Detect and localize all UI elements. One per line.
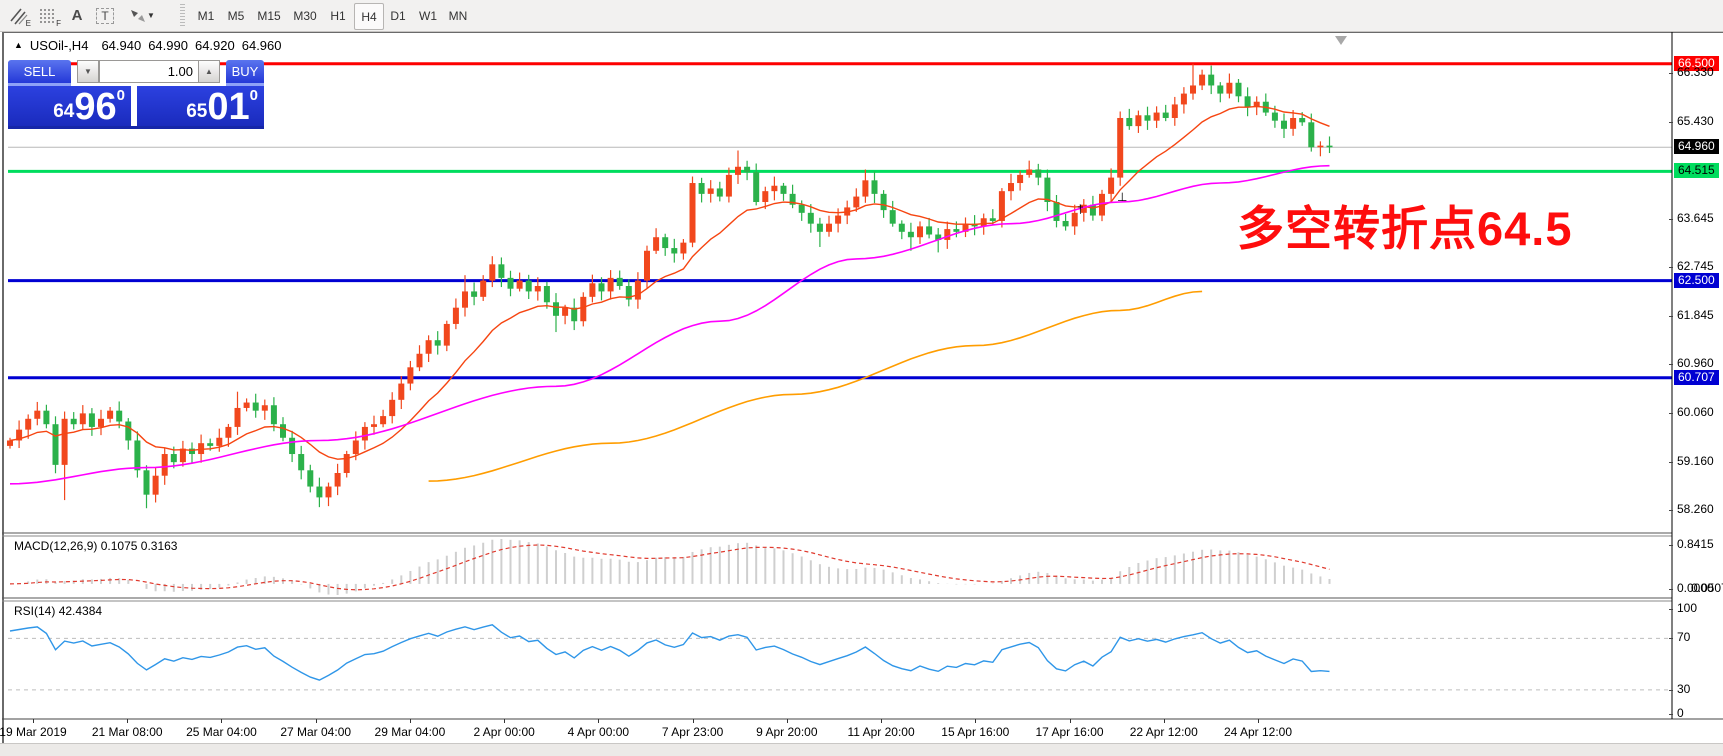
window-bottom-strip	[0, 743, 1723, 756]
text-label-icon[interactable]: T	[92, 3, 118, 28]
price-line-badge: 64.960	[1674, 139, 1719, 155]
time-axis-label: 4 Apr 00:00	[567, 725, 630, 739]
time-axis-label: 19 Mar 2019	[0, 725, 67, 739]
volume-decrease-button[interactable]: ▼	[77, 60, 99, 83]
volume-increase-button[interactable]: ▲	[198, 60, 220, 83]
time-axis-label: 22 Apr 12:00	[1129, 725, 1198, 739]
trade-marker: †	[1077, 202, 1084, 216]
price-axis-label: 60.960	[1677, 356, 1714, 371]
price-axis-label: 0.8415	[1677, 537, 1714, 551]
spin-up-icon: ▲	[205, 67, 213, 76]
price-axis-label: 63.645	[1677, 210, 1714, 225]
equidistant-channel-icon[interactable]: E	[6, 3, 32, 28]
text-annotation-icon[interactable]: A	[71, 7, 83, 24]
price-line-badge: 64.515	[1674, 163, 1719, 179]
timeframe-M1[interactable]: M1	[197, 8, 215, 23]
price-axis-label: 0	[1677, 706, 1684, 720]
price-axis-label: 30	[1677, 682, 1691, 696]
price-axis-label: 66.330	[1677, 65, 1714, 79]
time-axis-label: 11 Apr 20:00	[847, 725, 915, 739]
price-axis-label: 59.160	[1677, 453, 1714, 468]
timeframe-M30[interactable]: M30	[293, 8, 317, 23]
price-axis-label: 61.845	[1677, 308, 1714, 323]
timeframe-H1[interactable]: H1	[330, 8, 346, 23]
trade-marker: ⊥	[1117, 190, 1128, 204]
time-axis-label: 24 Apr 12:00	[1223, 725, 1293, 739]
timeframe-M5[interactable]: M5	[227, 8, 245, 23]
time-axis-label: 29 Mar 04:00	[374, 725, 446, 739]
timeframe-W1[interactable]: W1	[419, 8, 437, 23]
price-line-badge: 60.707	[1674, 369, 1719, 385]
chart-cursor-arrow	[1335, 36, 1347, 45]
ohlc-open: 64.940	[101, 37, 142, 53]
ohlc-high: 64.990	[148, 37, 188, 53]
rsi-label: RSI(14) 42.4384	[14, 604, 103, 618]
window-border-left	[2, 32, 4, 743]
price-axis-label: 0.0000	[1677, 581, 1714, 595]
arrow-objects-icon[interactable]: ▼	[122, 3, 162, 28]
sell-button[interactable]: SELL	[8, 60, 71, 86]
price-axis-label: 70	[1677, 630, 1691, 644]
price-axis-label: 65.430	[1677, 113, 1714, 128]
ohlc-low: 64.920	[194, 37, 235, 53]
buy-button[interactable]: BUY	[226, 60, 264, 86]
fibonacci-lines-icon[interactable]: F	[40, 8, 61, 28]
window-border-top	[2, 32, 1723, 33]
price-axis-label: 62.745	[1677, 259, 1714, 274]
time-axis-label: 7 Apr 23:00	[661, 725, 724, 739]
price-axis-label: 100	[1677, 601, 1698, 615]
collapse-arrow-icon[interactable]: ▲	[14, 40, 23, 50]
time-axis-label: 15 Apr 16:00	[941, 725, 1010, 739]
ohlc-close: 64.960	[241, 37, 282, 53]
price-axis-label: 58.260	[1677, 502, 1714, 517]
time-axis-label: 17 Apr 16:00	[1035, 725, 1104, 739]
sell-price-display[interactable]: 64 96 0	[8, 86, 131, 126]
toolbar-separator	[180, 4, 185, 28]
volume-input[interactable]: 1.00	[99, 60, 199, 83]
time-axis-label: 9 Apr 20:00	[756, 725, 818, 739]
timeframe-H4[interactable]: H4	[354, 3, 384, 30]
time-axis-label: 27 Mar 04:00	[280, 725, 352, 739]
price-axis-label: 60.060	[1677, 404, 1714, 419]
timeframe-D1[interactable]: D1	[390, 8, 406, 23]
macd-label: MACD(12,26,9) 0.1075 0.3163	[14, 539, 178, 553]
time-axis-label: 25 Mar 04:00	[186, 725, 257, 739]
timeframe-M15[interactable]: M15	[257, 8, 281, 23]
spin-down-icon: ▼	[84, 67, 92, 76]
toolbar: E F A T ▼ M1 M5 M15 M30 H1 H4 D1 W1 MN	[0, 0, 1723, 32]
buy-price-display[interactable]: 65 01 0	[137, 86, 264, 126]
time-axis-label: 2 Apr 00:00	[473, 725, 535, 739]
chart-annotation: 多空转折点64.5	[1237, 202, 1573, 255]
one-click-trade-panel: SELL ▼ 1.00 ▲ BUY 64 96 0 65 01 0	[8, 58, 264, 129]
chevron-down-icon: ▼	[147, 11, 155, 20]
chart-window[interactable]	[0, 31, 1723, 743]
price-line-badge: 62.500	[1674, 272, 1719, 288]
price-line-badge: 66.500	[1674, 55, 1719, 71]
chart-title: ▲ USOil-,H4 64.940 64.990 64.920 64.960	[14, 37, 282, 53]
timeframe-MN[interactable]: MN	[448, 8, 468, 23]
time-axis-label: 21 Mar 08:00	[91, 725, 163, 739]
price-axis-label: 0.0507	[1691, 581, 1723, 595]
symbol-label: USOil-,H4	[29, 37, 89, 53]
